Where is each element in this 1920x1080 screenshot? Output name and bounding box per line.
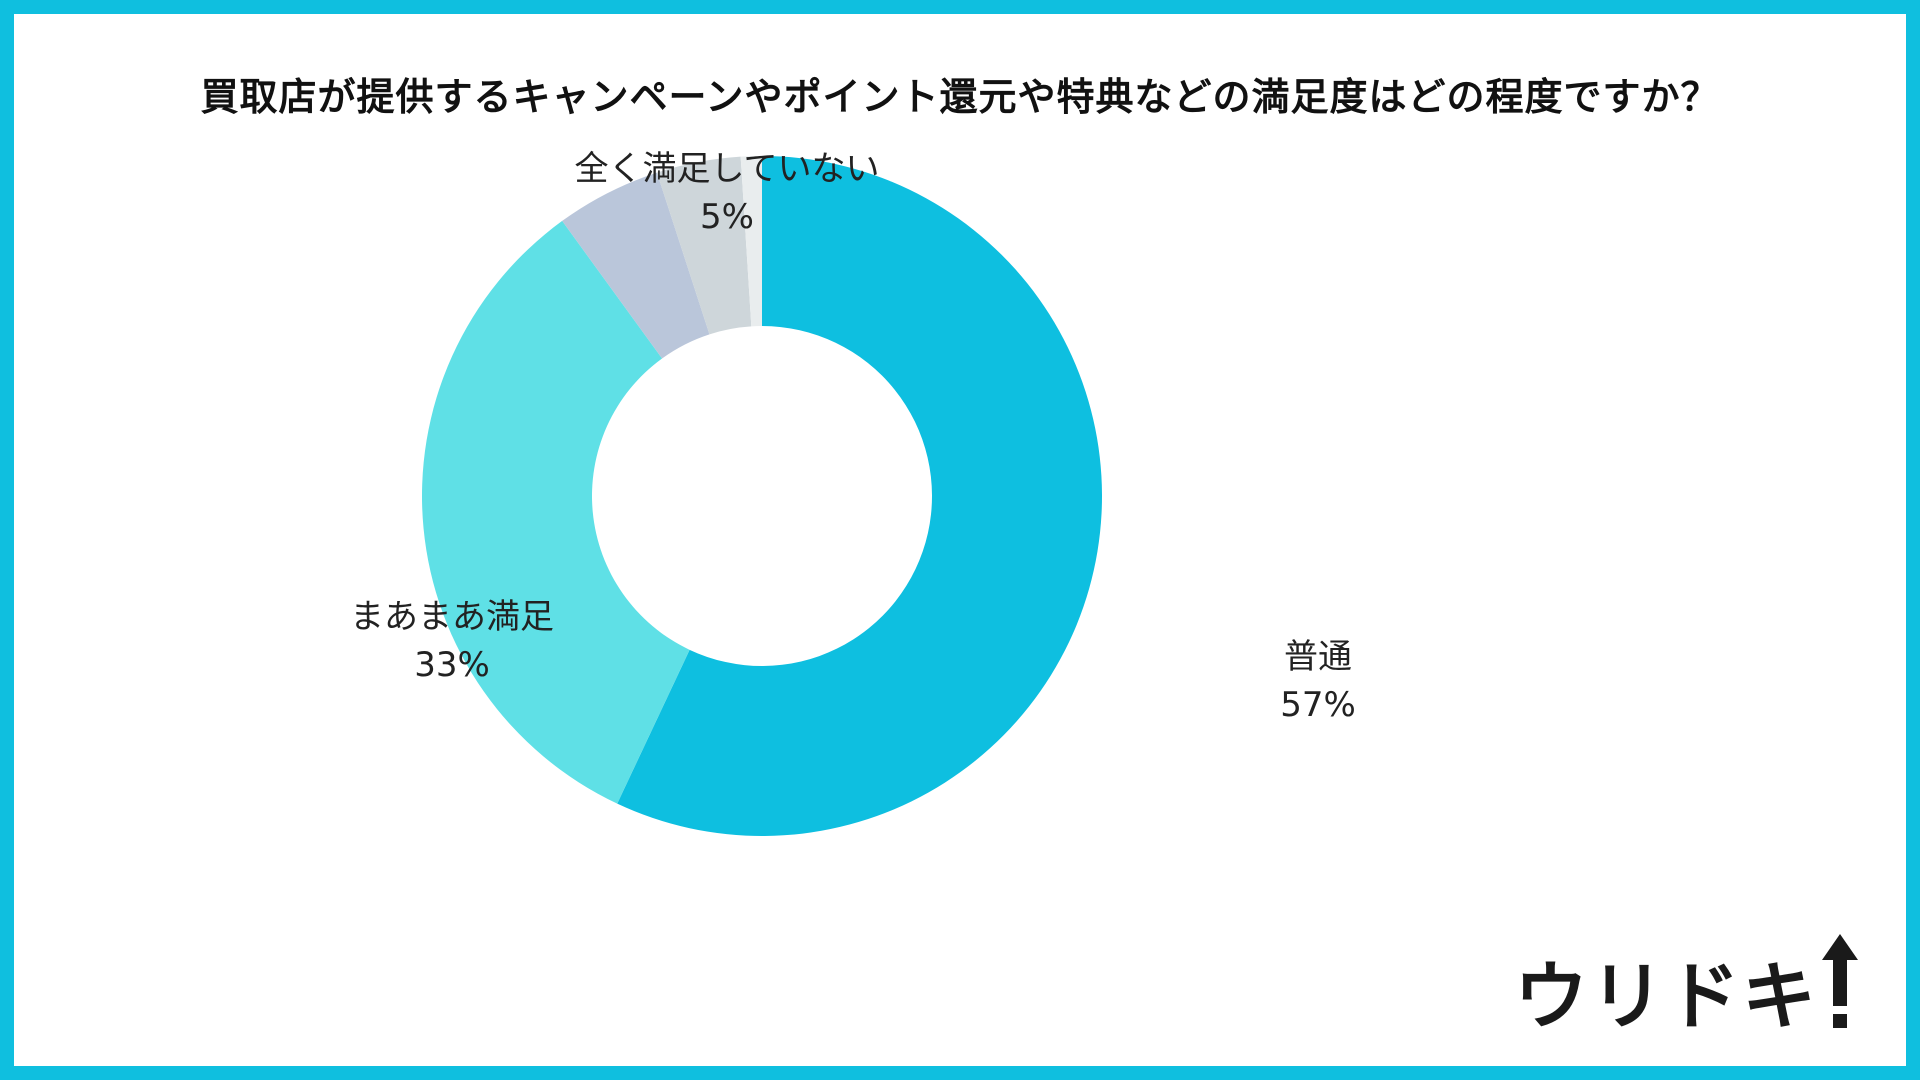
chart-title: 買取店が提供するキャンペーンやポイント還元や特典などの満足度はどの程度ですか？ (200, 75, 1720, 119)
slice-group (421, 156, 1103, 836)
donut-slice-2 (562, 172, 710, 359)
chart-frame: 買取店が提供するキャンペーンやポイント還元や特典などの満足度はどの程度ですか？ … (14, 14, 1906, 1066)
label-group: 普通 57% まあまあ満足 33% 全く満足していない 5% (350, 149, 1356, 725)
slice-label-2: 全く満足していない (575, 149, 880, 189)
donut-slice-0 (617, 156, 1103, 836)
slice-value-1: 33% (414, 645, 490, 685)
donut-slice-4 (740, 156, 762, 327)
slice-value-2: 5% (700, 197, 754, 237)
uridoki-logo: ウリドキ (1514, 934, 1860, 1034)
logo-arrow-icon (1822, 934, 1858, 1028)
donut-chart: 普通 57% まあまあ満足 33% 全く満足していない 5% (350, 149, 1356, 836)
donut-slice-3 (656, 156, 752, 335)
donut-slice-1 (421, 220, 690, 804)
slice-value-0: 57% (1280, 685, 1356, 725)
logo-text: ウリドキ (1514, 954, 1818, 1040)
slice-label-1: まあまあ満足 (350, 597, 554, 637)
slice-label-0: 普通 (1284, 637, 1352, 677)
